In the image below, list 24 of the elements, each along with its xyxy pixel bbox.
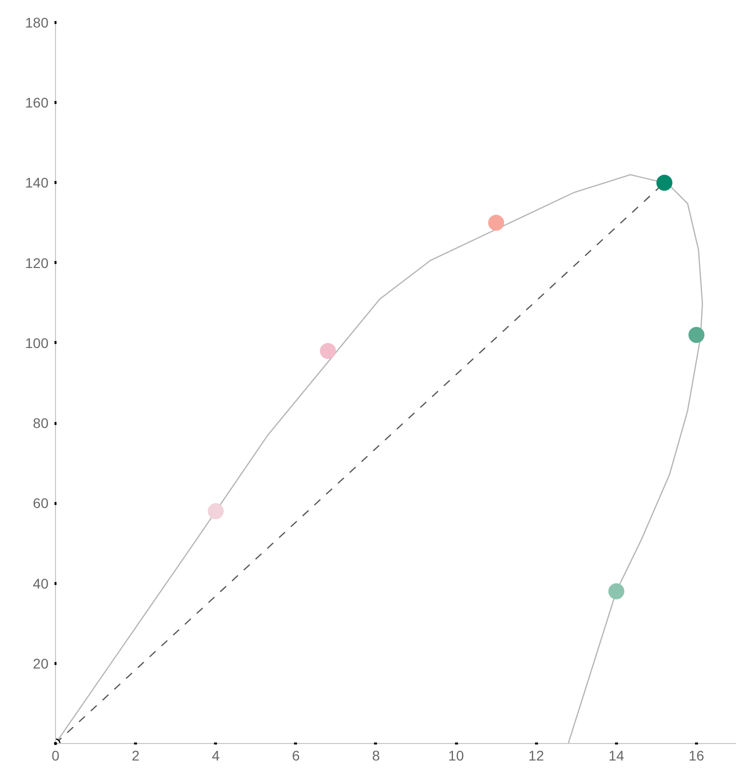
y-tick-label: 100: [25, 334, 49, 351]
y-tick-label: 40: [32, 575, 49, 592]
x-tick-label: 6: [292, 748, 300, 764]
point: [208, 503, 224, 520]
x-tick-label: 14: [608, 748, 624, 764]
x-tick-label: 0: [52, 748, 60, 764]
point: [688, 326, 704, 343]
y-tick-label: 80: [32, 415, 49, 432]
y-tick-label: 160: [25, 94, 49, 111]
x-tick-label: 4: [212, 748, 220, 764]
y-tick-label: 20: [32, 655, 49, 672]
x-tick-label: 2: [132, 748, 140, 764]
y-tick-label: 140: [25, 174, 49, 191]
y-tick-label: 60: [32, 495, 49, 512]
x-tick-label: 10: [448, 748, 464, 764]
point: [656, 174, 672, 191]
x-tick-label: 12: [528, 748, 544, 764]
point: [320, 342, 336, 359]
x-tick-label: 8: [372, 748, 380, 764]
y-tick-label: 180: [25, 14, 49, 30]
x-tick-label: 16: [688, 748, 704, 764]
point: [488, 214, 504, 231]
y-tick-label: 120: [25, 254, 49, 271]
point: [608, 583, 624, 600]
